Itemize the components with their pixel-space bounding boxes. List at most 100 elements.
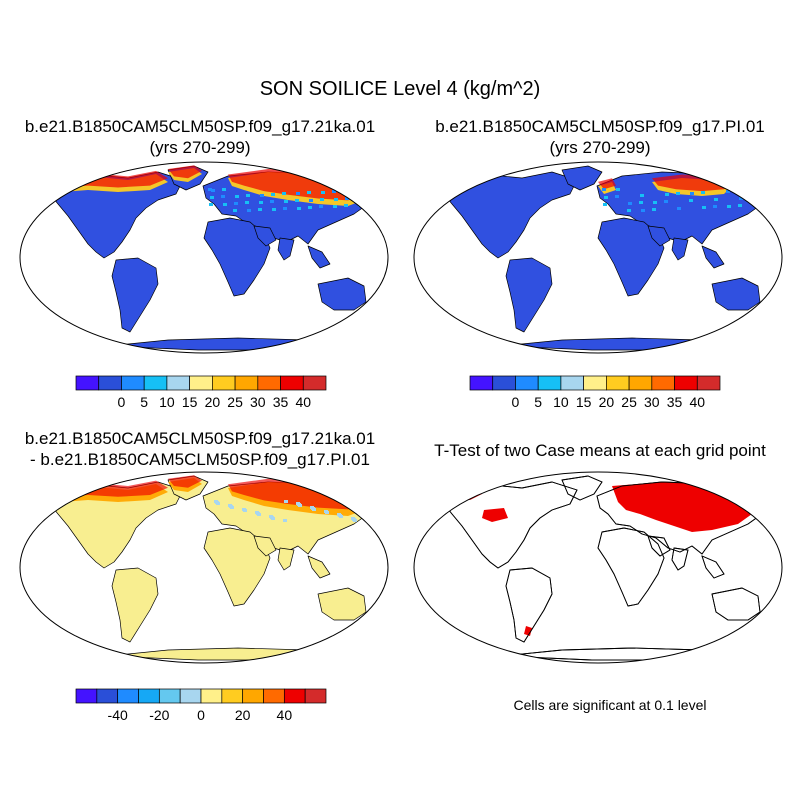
colorbar-box [283,688,306,704]
colorbar-tick-label: 10 [553,394,569,410]
colorbar-box [212,375,236,391]
colorbar-box [189,375,213,391]
colorbar-box [696,375,721,391]
landmass-australia [317,587,367,621]
coastline-arabia [647,535,671,557]
landmass-india [671,237,689,261]
soil-ice-cell [639,201,643,204]
panel3-title: b.e21.B1850CAM5CLM50SP.f09_g17.21ka.01 -… [0,428,400,470]
significant-region [524,626,532,636]
soil-ice-cell [282,192,286,195]
soil-ice-cell [297,207,301,210]
colorbar-tick-label: 20 [599,394,615,410]
colorbar-box [302,375,327,391]
soil-ice-cell [738,204,742,207]
colorbar-21ka: 0 5 10 15 20 25 30 35 40 [75,375,327,410]
colorbar-tick-label: 0 [118,394,126,410]
colorbar-box [674,375,698,391]
panel2-title-line2: (yrs 270-299) [549,138,651,157]
soil-ice-cell [221,195,225,198]
diff-negative-cell [257,513,261,516]
colorbar-box [263,688,285,704]
soil-ice-cell [211,189,215,192]
soil-ice-cell [727,205,731,208]
soil-ice-cell [235,195,239,198]
diff-strong-region [48,480,168,497]
soil-ice-cell [223,203,227,206]
soil-ice-cell [615,195,619,198]
soil-ice-cell [319,205,323,208]
soil-ice-cell [283,207,287,210]
landmass-arabia [253,535,277,557]
diff-negative-cell [325,511,329,514]
landmass-africa [203,527,271,607]
significant-region [482,508,508,522]
colorbar-box [242,688,264,704]
soil-ice-cell [271,193,275,196]
soil-ice-cell [334,198,338,201]
coastline-india [671,547,689,571]
soil-ice-cell [714,198,718,201]
soil-ice-cell [208,188,212,191]
diff-negative-cell [298,504,302,507]
soil-ice-cell [209,203,213,206]
soil-ice-cell [246,194,250,197]
colorbar-box [628,375,653,391]
significance-note: Cells are significant at 0.1 level [513,697,707,713]
soil-ice-cell [702,206,706,209]
landmass-southeast-asia [701,245,725,269]
soil-ice-cell [713,205,717,208]
diff-negative-cell [353,519,357,522]
landmass-north-america [47,481,184,569]
soil-ice-cell [616,188,620,191]
colorbar-box [469,375,494,391]
colorbar-box [560,375,584,391]
soil-ice-cell [676,192,680,195]
diff-negative-cell [230,506,234,509]
soil-ice-cell [260,194,264,197]
panel1-title: b.e21.B1850CAM5CLM50SP.f09_g17.21ka.01 (… [0,116,400,158]
colorbar-tick-label: 25 [621,394,637,410]
colorbar-box [138,688,160,704]
colorbar-box [606,375,630,391]
colorbar-tick-label: 15 [182,394,198,410]
colorbar-tick-label: 5 [534,394,542,410]
soil-ice-cell [628,202,632,205]
soil-ice-cell [652,208,656,211]
map-content [20,162,388,353]
soil-ice-cell [640,194,644,197]
colorbar-box [117,688,139,704]
map-border [19,161,389,354]
soil-ice-cell [356,196,360,199]
colorbar-box [75,688,98,704]
colorbar-tick-label: 30 [250,394,266,410]
colorbar-tick-label: 15 [576,394,592,410]
soil-ice-cell [321,191,325,194]
soil-ice-cell [233,209,237,212]
colorbar-box [200,688,223,704]
soil-ice-cell [357,189,361,192]
landmass-southeast-asia [307,555,331,579]
landmass-africa [597,217,665,297]
soil-ice-cell [258,208,262,211]
colorbar-box [257,375,281,391]
panel4-title: T-Test of two Case means at each grid po… [400,440,800,461]
soil-ice-cell [602,188,606,191]
coastline-southeast-asia [701,555,725,579]
map-border [19,471,389,664]
diff-negative-cell [216,502,220,505]
diff-negative-cell [243,509,247,512]
soil-ice-cell [245,201,249,204]
soil-ice-cell [272,208,276,211]
colorbar-box [96,688,119,704]
colorbar-box [221,688,244,704]
colorbar-box [166,375,190,391]
landmass-arabia [647,225,671,247]
map-border [413,471,783,664]
colorbar-box [75,375,100,391]
soil-ice-core [48,170,168,188]
landmass-australia [317,277,367,311]
soil-ice-cell [603,203,607,206]
figure-title: SON SOILICE Level 4 (kg/m^2) [259,78,541,100]
map-panel-pi [413,161,783,354]
